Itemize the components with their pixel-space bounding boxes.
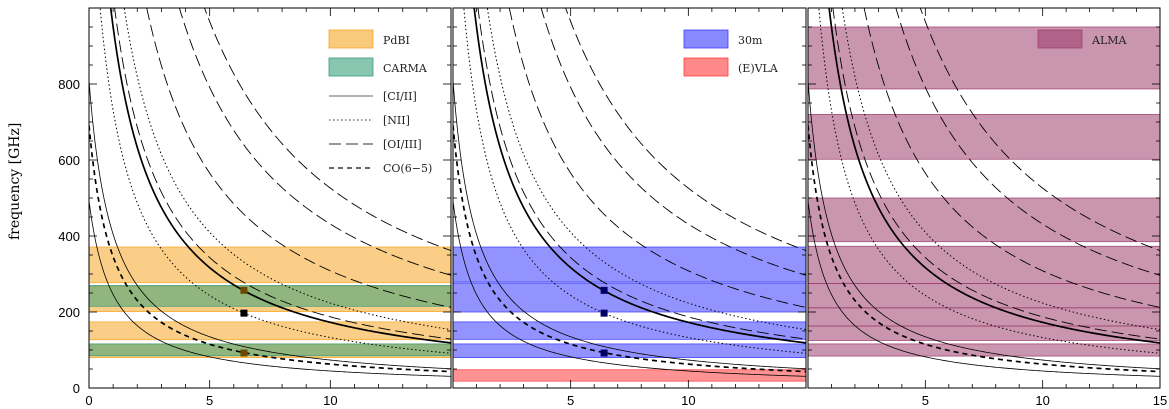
legend-entry-1-1: PdBI xyxy=(328,29,410,49)
band-alma-1 xyxy=(808,343,1160,357)
curve-5-dotted xyxy=(841,8,1160,331)
x-tick-label-5: 5 xyxy=(567,393,574,408)
curve-7-longdash xyxy=(540,8,806,276)
x-tick-label-15: 15 xyxy=(1153,393,1167,408)
legend-label: [OI/III] xyxy=(383,138,422,151)
band-alma-6 xyxy=(808,197,1160,243)
band-carma-1 xyxy=(89,343,451,357)
curve-10-dash xyxy=(453,125,806,373)
curve-4-dotted xyxy=(463,8,806,354)
curve-2-solid xyxy=(89,80,451,370)
curve-3-solid xyxy=(828,8,1160,344)
curve-1-solid xyxy=(453,200,806,377)
x-tick-label-5: 5 xyxy=(206,393,213,408)
curve-4-dotted xyxy=(818,8,1160,354)
curve-7-longdash xyxy=(895,8,1160,276)
legend-entry-1-2: CARMA xyxy=(328,57,428,77)
band-alma-7 xyxy=(808,114,1160,160)
data-marker-1 xyxy=(240,286,248,294)
curve-3-solid xyxy=(473,8,806,344)
curve-3-solid xyxy=(109,8,451,344)
band-30m-1 xyxy=(453,343,806,359)
data-marker-1 xyxy=(600,286,608,294)
curve-6-longdash xyxy=(508,8,806,308)
curve-5-dotted xyxy=(486,8,806,331)
curve-2-solid xyxy=(808,80,1160,370)
curve-4-dotted xyxy=(99,8,451,354)
legend-entry-1-5: [OI/III] xyxy=(329,138,422,151)
legend-label: [CI/II] xyxy=(383,90,417,103)
data-marker-2 xyxy=(600,309,608,317)
legend-label: CO(6−5) xyxy=(383,162,432,175)
legend-swatch xyxy=(1037,29,1083,49)
legend-label: 30m xyxy=(738,34,763,47)
y-tick-label-800: 800 xyxy=(58,77,80,92)
legend-swatch xyxy=(683,29,729,49)
curve-9-longdash xyxy=(832,8,1160,340)
data-marker-2 xyxy=(240,309,248,317)
curve-2-solid xyxy=(453,80,806,370)
band-alma-5 xyxy=(808,245,1160,284)
legend-entry-1-6: CO(6−5) xyxy=(329,162,432,175)
legend-entry-3-1: ALMA xyxy=(1037,29,1128,49)
data-marker-3 xyxy=(240,349,248,357)
curve-6-longdash xyxy=(863,8,1160,308)
curve-10-dash xyxy=(808,125,1160,373)
x-tick-label-10: 10 xyxy=(681,393,695,408)
y-tick-label-200: 200 xyxy=(58,305,80,320)
curve-8-longdash xyxy=(204,8,451,252)
curve-1-solid xyxy=(808,200,1160,377)
legend-swatch xyxy=(328,57,374,77)
curve-6-longdash xyxy=(146,8,451,308)
legend-entry-1-3: [CI/II] xyxy=(329,90,417,103)
band-pdbi-2 xyxy=(89,321,451,341)
legend-label: (E)VLA xyxy=(738,62,779,75)
panel-2-bands xyxy=(453,246,806,382)
band-alma-8 xyxy=(808,26,1160,90)
legend-swatch xyxy=(328,29,374,49)
y-tick-label-400: 400 xyxy=(58,229,80,244)
legend-entry-2-1: 30m xyxy=(683,29,763,49)
curve-9-longdash xyxy=(477,8,806,340)
curve-7-longdash xyxy=(178,8,451,276)
band-alma-3 xyxy=(808,307,1160,327)
panel-1-curves xyxy=(89,8,451,377)
x-tick-label-5: 5 xyxy=(922,393,929,408)
x-tick-label-0: 0 xyxy=(85,393,92,408)
band-30m-2 xyxy=(453,321,806,340)
band-layer xyxy=(89,26,1160,382)
band-pdbi-4 xyxy=(89,246,451,284)
band-30m-3 xyxy=(453,282,806,313)
legend-label: ALMA xyxy=(1091,34,1128,47)
legend-swatch xyxy=(683,57,729,77)
legend-label: CARMA xyxy=(383,62,428,75)
curve-10-dash xyxy=(89,125,451,373)
panel-3-curves xyxy=(808,8,1160,377)
band-evla-1 xyxy=(453,369,806,382)
band-30m-4 xyxy=(453,246,806,283)
curve-8-longdash xyxy=(565,8,806,252)
curve-8-longdash xyxy=(919,8,1160,252)
y-tick-label-0: 0 xyxy=(73,381,80,396)
y-tick-label-600: 600 xyxy=(58,153,80,168)
legend-entry-1-4: [NII] xyxy=(329,114,410,127)
legend-label: PdBI xyxy=(383,34,410,47)
curve-1-solid xyxy=(89,200,451,377)
marker-layer xyxy=(240,286,608,357)
legend-entry-2-2: (E)VLA xyxy=(683,57,779,77)
panel-2-curves xyxy=(453,8,806,377)
data-marker-3 xyxy=(600,349,608,357)
band-alma-2 xyxy=(808,325,1160,341)
y-axis-title: frequency [GHz] xyxy=(7,123,23,240)
curve-layer xyxy=(89,8,1160,377)
frame-layer: 0 5 10 5 10 5 10 15 0 200 400 600 800 xyxy=(58,7,1167,408)
legend-layer: PdBI CARMA [CI/II] [NII] [OI/III] CO(6−5) 30m (… xyxy=(328,29,1128,175)
x-tick-label-10: 10 xyxy=(323,393,337,408)
legend-label: [NII] xyxy=(383,114,410,127)
panel-1-bands xyxy=(89,246,451,359)
x-tick-label-10: 10 xyxy=(1035,393,1049,408)
